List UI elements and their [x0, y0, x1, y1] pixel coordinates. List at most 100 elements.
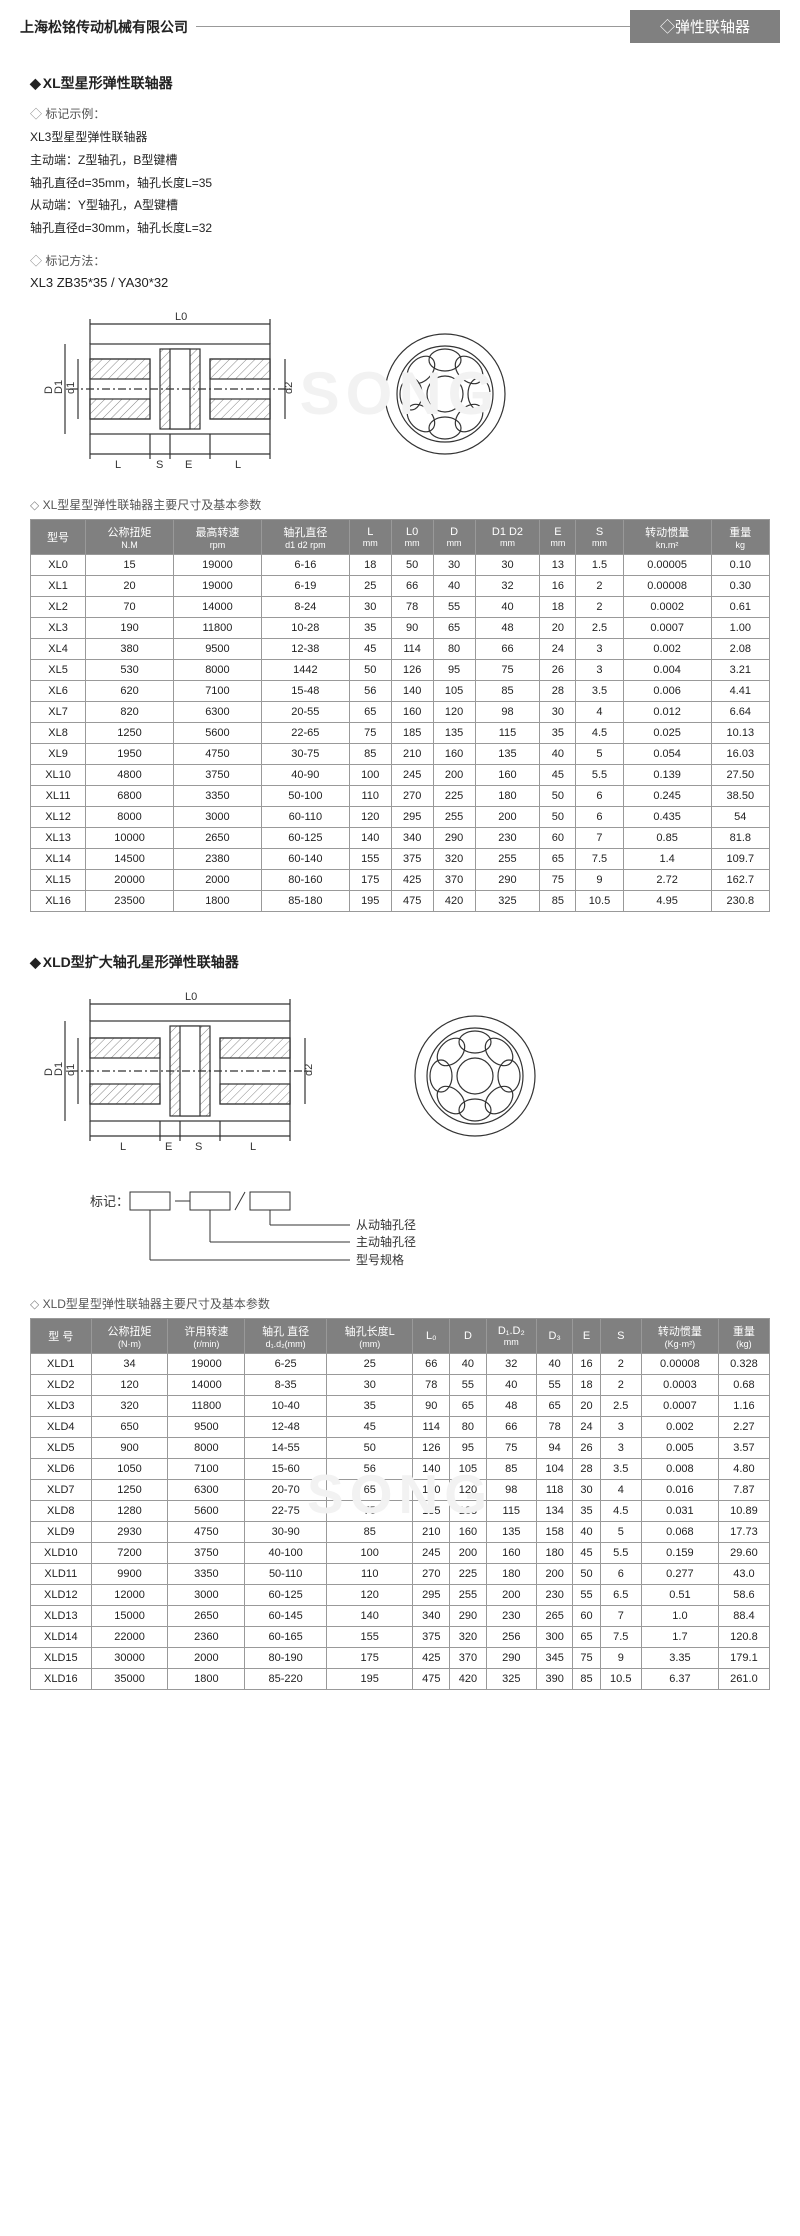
svg-text:L: L: [250, 1141, 256, 1153]
cell: 50: [540, 785, 576, 806]
cell: 140: [349, 827, 391, 848]
cell: 300: [536, 1626, 573, 1647]
cell: 0.139: [623, 764, 711, 785]
cell: 23500: [86, 890, 174, 911]
cell: XL7: [31, 701, 86, 722]
svg-text:S: S: [195, 1141, 202, 1153]
cell: 7.5: [576, 848, 623, 869]
cell: 2360: [168, 1626, 245, 1647]
cell: XL16: [31, 890, 86, 911]
cell: 28: [573, 1458, 600, 1479]
table-row: XL104800375040-90100245200160455.50.1392…: [31, 764, 770, 785]
cell: 0.006: [623, 680, 711, 701]
cell: 109.7: [711, 848, 769, 869]
cell: 160: [475, 764, 540, 785]
cell: 0.031: [641, 1500, 718, 1521]
cell: 261.0: [718, 1668, 769, 1689]
cell: 0.0007: [623, 617, 711, 638]
cell: 290: [433, 827, 475, 848]
cell: 24: [573, 1416, 600, 1437]
coupling-end-diagram: [370, 319, 520, 469]
col-header: D1 D2mm: [475, 519, 540, 554]
cell: 5.5: [600, 1542, 641, 1563]
cell: 65: [450, 1395, 487, 1416]
cell: XL14: [31, 848, 86, 869]
svg-text:L: L: [235, 459, 241, 471]
cell: 3000: [168, 1584, 245, 1605]
method-hdr: 标记方法：: [30, 252, 770, 269]
col-header: D₁.D₂mm: [486, 1318, 536, 1353]
cell: 98: [475, 701, 540, 722]
spec-line: 主动端：Z型轴孔，B型键槽: [30, 149, 770, 172]
cell: XL0: [31, 554, 86, 575]
cell: 325: [475, 890, 540, 911]
cell: 30: [349, 596, 391, 617]
cell: 70: [86, 596, 174, 617]
cell: 175: [327, 1647, 413, 1668]
cell: 115: [486, 1500, 536, 1521]
cell: 27.50: [711, 764, 769, 785]
cell: 4: [600, 1479, 641, 1500]
cell: 85: [475, 680, 540, 701]
cell: 0.012: [623, 701, 711, 722]
cell: 95: [433, 659, 475, 680]
cell: 1250: [91, 1479, 168, 1500]
cell: 340: [391, 827, 433, 848]
coupling-side-diagram-2: L0 L E S L D D1 d1 d2: [30, 986, 360, 1166]
cell: 30: [433, 554, 475, 575]
cell: 255: [450, 1584, 487, 1605]
table-row: XL270140008-24307855401820.00020.61: [31, 596, 770, 617]
cell: 0.025: [623, 722, 711, 743]
table-row: XLD61050710015-605614010585104283.50.008…: [31, 1458, 770, 1479]
cell: 78: [536, 1416, 573, 1437]
cell: 3: [600, 1437, 641, 1458]
cell: 19000: [173, 575, 261, 596]
cell: 9500: [173, 638, 261, 659]
cell: XLD10: [31, 1542, 92, 1563]
table-row: XLD1635000180085-2201954754203253908510.…: [31, 1668, 770, 1689]
spec-line: 轴孔直径d=35mm，轴孔长度L=35: [30, 172, 770, 195]
cell: 530: [86, 659, 174, 680]
cell: 85-180: [261, 890, 349, 911]
cell: 5600: [168, 1500, 245, 1521]
svg-text:d2: d2: [303, 1064, 315, 1076]
cell: 60: [540, 827, 576, 848]
svg-text:d1: d1: [65, 1064, 77, 1076]
cell: XLD2: [31, 1374, 92, 1395]
cell: 1050: [91, 1458, 168, 1479]
cell: 1250: [86, 722, 174, 743]
cell: 10.5: [600, 1668, 641, 1689]
cell: 0.002: [641, 1416, 718, 1437]
table-xld: 型 号公称扭矩(N·m)许用转速(r/min)轴孔 直径d₁.d₂(mm)轴孔长…: [30, 1318, 770, 1690]
col-header: 转动惯量kn.m²: [623, 519, 711, 554]
cell: 8-35: [245, 1374, 327, 1395]
cell: 18: [540, 596, 576, 617]
cell: 75: [540, 869, 576, 890]
cell: 34: [91, 1353, 168, 1374]
cell: 126: [413, 1437, 450, 1458]
svg-text:E: E: [185, 459, 192, 471]
cell: 255: [433, 806, 475, 827]
cell: 85: [349, 743, 391, 764]
cell: 29.60: [718, 1542, 769, 1563]
cell: 2: [600, 1353, 641, 1374]
svg-text:L: L: [120, 1141, 126, 1153]
table-row: XL1310000265060-1251403402902306070.8581…: [31, 827, 770, 848]
cell: 30-75: [261, 743, 349, 764]
cell: 0.68: [718, 1374, 769, 1395]
cell: 1442: [261, 659, 349, 680]
svg-text:L0: L0: [175, 311, 187, 323]
cell: 9900: [91, 1563, 168, 1584]
cell: 3.35: [641, 1647, 718, 1668]
cell: 75: [349, 722, 391, 743]
cell: XLD3: [31, 1395, 92, 1416]
cell: 26: [540, 659, 576, 680]
cell: 65: [540, 848, 576, 869]
cell: 2.08: [711, 638, 769, 659]
cell: 6-19: [261, 575, 349, 596]
cell: 48: [475, 617, 540, 638]
table-row: XL1623500180085-1801954754203258510.54.9…: [31, 890, 770, 911]
cell: 35: [327, 1395, 413, 1416]
coupling-side-diagram: L0 L S E L D D1 d1 d2: [30, 304, 330, 484]
table-row: XL4380950012-384511480662430.0022.08: [31, 638, 770, 659]
